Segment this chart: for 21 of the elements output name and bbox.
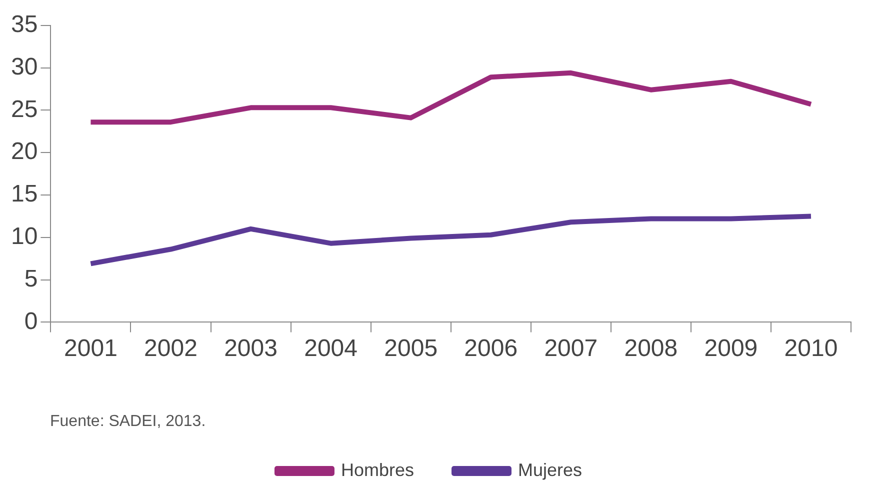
x-tick-label: 2008 (624, 335, 678, 362)
legend-label: Hombres (340, 460, 414, 480)
x-tick-label: 2003 (224, 335, 278, 362)
y-tick-label: 25 (10, 96, 38, 123)
y-tick-label: 35 (10, 11, 38, 38)
source-note: Fuente: SADEI, 2013. (50, 413, 206, 431)
x-tick-label: 2006 (464, 335, 518, 362)
y-tick-label: 5 (24, 265, 38, 292)
y-tick-label: 15 (10, 180, 38, 208)
y-tick-label: 10 (10, 223, 38, 250)
x-tick-label: 2002 (144, 335, 198, 362)
x-tick-label: 2009 (704, 335, 758, 362)
y-tick-label: 0 (24, 308, 38, 335)
x-tick-label: 2001 (64, 335, 118, 362)
x-tick-label: 2010 (784, 335, 838, 362)
legend-label: Mujeres (518, 460, 582, 480)
y-tick-label: 30 (10, 53, 38, 80)
x-tick-label: 2004 (304, 335, 358, 362)
x-tick-label: 2007 (544, 335, 598, 362)
y-tick-label: 20 (10, 138, 38, 166)
x-tick-label: 2005 (384, 335, 438, 362)
